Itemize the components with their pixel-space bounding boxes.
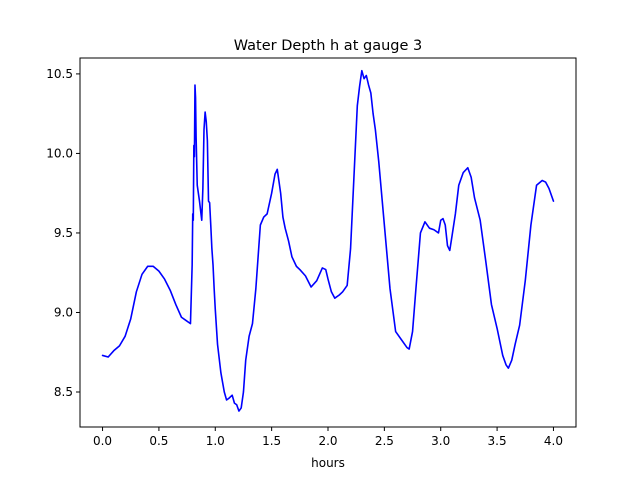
- chart-title: Water Depth h at gauge 3: [234, 38, 422, 54]
- x-tick-label: 0.0: [93, 434, 112, 448]
- x-tick-label: 3.0: [431, 434, 450, 448]
- series-line-gauge-3: [101, 69, 555, 412]
- plot-area: [79, 57, 577, 428]
- axes-frame: [79, 57, 577, 428]
- x-tick-label: 3.5: [488, 434, 507, 448]
- y-tick-label: 9.5: [54, 226, 73, 240]
- x-tick-label: 0.5: [149, 434, 168, 448]
- x-tick-label: 1.0: [206, 434, 225, 448]
- x-tick-label: 4.0: [544, 434, 563, 448]
- x-tick-label: 2.0: [318, 434, 337, 448]
- y-tick-label: 9.0: [54, 305, 73, 319]
- x-tick-label: 1.5: [262, 434, 281, 448]
- x-axis: 0.0 0.5 1.0 1.5 2.0 2.5 3.0 3.5 4.0: [93, 427, 563, 448]
- y-tick-label: 10.5: [46, 67, 73, 81]
- y-tick-label: 10.0: [46, 146, 73, 160]
- x-axis-label: hours: [311, 456, 345, 470]
- y-axis: 8.5 9.0 9.5 10.0 10.5: [46, 67, 80, 399]
- x-tick-label: 2.5: [375, 434, 394, 448]
- y-tick-label: 8.5: [54, 385, 73, 399]
